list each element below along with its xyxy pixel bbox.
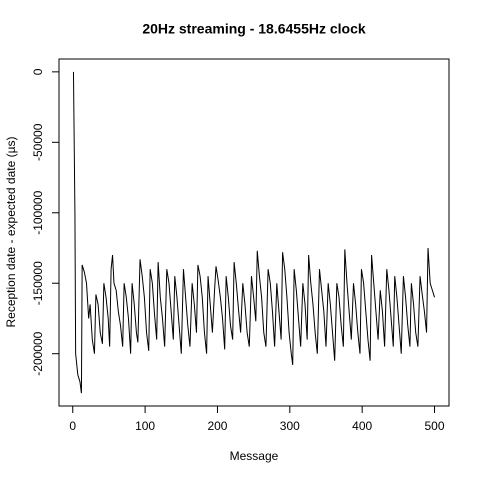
y-tick-label: 0 [31,68,45,75]
data-line [72,71,436,394]
y-tick-label: -50000 [31,123,45,161]
y-tick-label: -150000 [31,261,45,305]
x-tick-label: 500 [425,419,445,433]
x-tick-label: 300 [280,419,300,433]
x-tick-label: 100 [135,419,155,433]
chart-title: 20Hz streaming - 18.6455Hz clock [142,21,366,37]
x-tick-label: 200 [207,419,227,433]
y-tick-label: -100000 [31,190,45,234]
x-tick-label: 0 [69,419,76,433]
y-tick-label: -200000 [31,331,45,375]
x-tick-label: 400 [352,419,372,433]
plot-box [58,58,450,407]
y-axis-label: Reception date - expected date (µs) [4,136,18,327]
x-axis-label: Message [230,449,279,463]
